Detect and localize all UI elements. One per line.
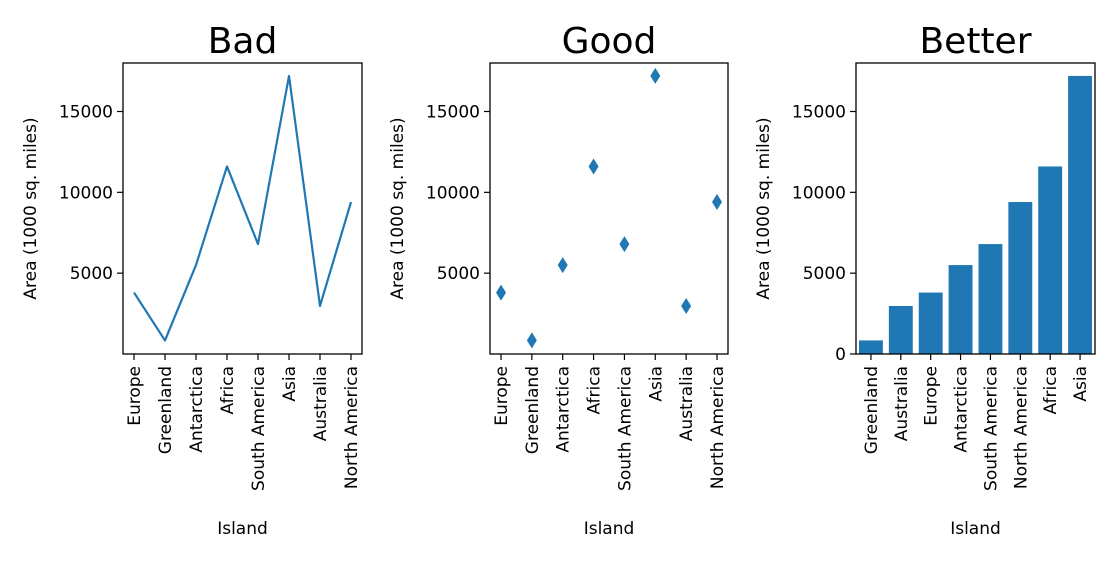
point-asia [650,67,661,84]
x-tick-label: Greenland [862,366,882,454]
x-axis-label: Island [950,519,1001,539]
bar-greenland [858,340,883,354]
bar-south-america [978,244,1003,354]
chart-panel-1: 5000 10000 15000 Europe Greenland Antarctica A… [388,21,729,539]
chart-title: Better [919,21,1031,62]
point-south-america [619,236,630,253]
point-greenland [526,332,537,349]
chart-title: Good [562,21,657,62]
y-tick-label: 5000 [70,264,113,284]
x-tick-label: Greenland [156,366,176,454]
x-tick-label: South America [249,366,269,491]
point-antarctica [557,257,568,274]
y-axis-label: Area (1000 sq. miles) [754,117,774,299]
x-tick-label: Antarctica [952,366,972,453]
x-tick-label: Asia [646,366,666,402]
bar-australia [888,305,913,354]
x-axis-label: Island [217,519,268,539]
x-tick-label: Africa [585,366,605,415]
line-series [133,74,353,342]
x-tick-label: Europe [922,366,942,426]
bar-africa [1038,166,1063,354]
y-axis-label: Area (1000 sq. miles) [388,117,408,299]
chart-panel-0: 5000 10000 15000 Europe Greenland Antarctica A… [21,21,363,539]
y-tick-label: 15000 [59,103,113,123]
y-tick-label: 5000 [437,264,480,284]
x-tick-label: North America [1011,366,1031,489]
y-tick-label: 0 [835,345,846,365]
y-tick-label: 15000 [426,103,480,123]
x-tick-label: Australia [677,366,697,441]
x-tick-label: Asia [1071,366,1091,402]
point-north-america [712,194,722,211]
axes-frame [489,62,729,355]
y-tick-label: 10000 [792,183,846,203]
x-tick-label: Australia [892,366,912,441]
bar-europe [918,292,943,354]
axes-frame [855,62,1096,355]
x-tick-label: Europe [125,366,145,426]
x-tick-label: Asia [280,366,300,402]
chart-title: Bad [208,21,278,62]
axes-frame [122,62,363,355]
x-tick-label: Antarctica [554,366,574,453]
chart-panel-2: 0 5000 10000 15000 Greenland Australia Europe A… [754,21,1096,539]
y-tick-label: 10000 [426,183,480,203]
x-tick-label: Europe [492,366,512,426]
x-tick-label: Antarctica [187,366,207,453]
bar-antarctica [948,265,973,354]
x-tick-label: South America [615,366,635,491]
y-tick-label: 10000 [59,183,113,203]
x-tick-label: Greenland [523,366,543,454]
x-tick-label: North America [342,366,362,489]
point-europe [496,284,506,301]
x-axis-label: Island [584,519,635,539]
x-tick-label: Australia [311,366,331,441]
x-tick-label: Africa [218,366,238,415]
bar-north-america [1008,202,1033,354]
y-axis-label: Area (1000 sq. miles) [21,117,41,299]
bar-asia [1068,75,1093,354]
y-tick-label: 15000 [792,103,846,123]
point-australia [681,297,692,314]
x-tick-label: Africa [1041,366,1061,415]
point-africa [588,158,599,175]
y-tick-label: 5000 [803,264,846,284]
x-tick-label: South America [981,366,1001,491]
x-tick-label: North America [708,366,728,489]
